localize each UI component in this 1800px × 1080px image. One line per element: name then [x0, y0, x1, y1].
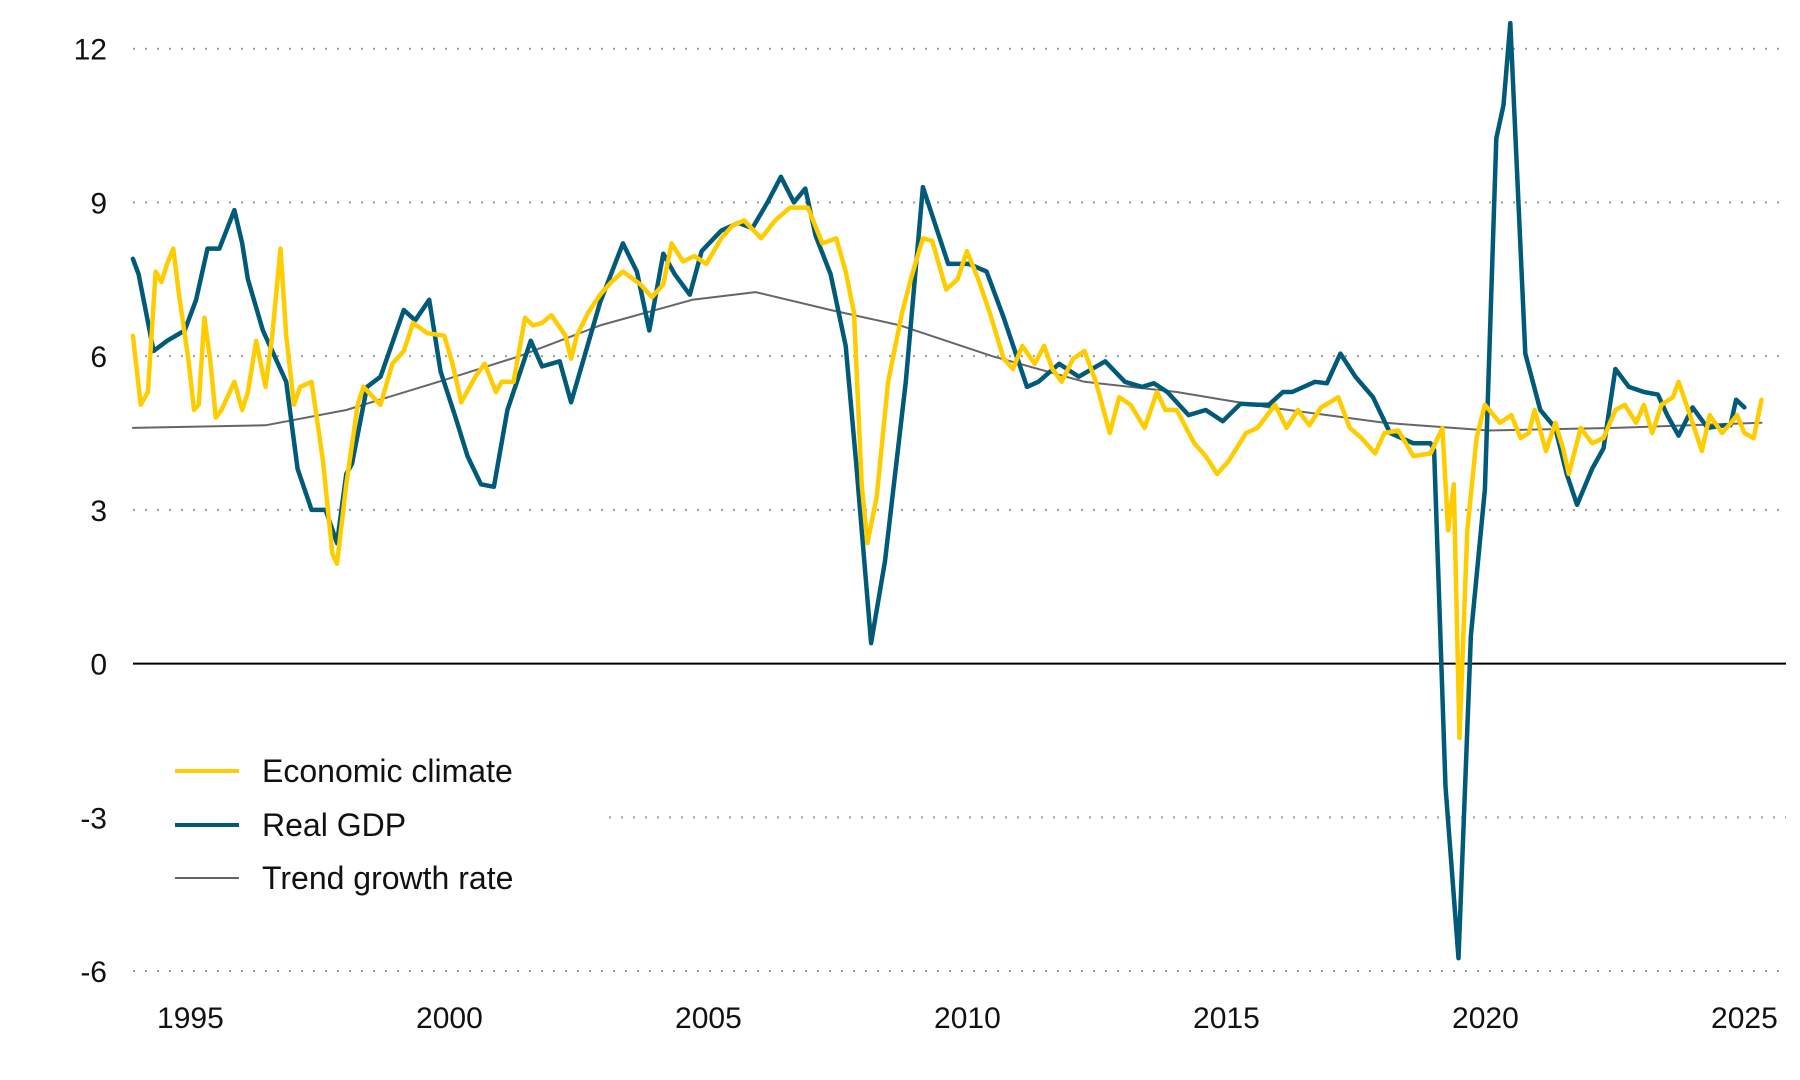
- x-tick-label: 2020: [1452, 1002, 1519, 1035]
- y-tick-label: 3: [90, 495, 107, 528]
- y-tick-label: 6: [90, 341, 107, 374]
- series-line-economic-climate: [130, 205, 1764, 741]
- y-axis-ticks: 12 9 6 3 0 -3 -6: [74, 34, 107, 989]
- legend-label-economic-climate: Economic climate: [262, 753, 513, 789]
- x-tick-label: 2025: [1711, 1002, 1778, 1035]
- series-lines: [130, 20, 1764, 961]
- y-tick-label: 0: [90, 649, 107, 682]
- gridlines: [133, 47, 1786, 973]
- y-tick-label: -6: [80, 956, 107, 989]
- legend-label-trend-growth-rate: Trend growth rate: [262, 860, 513, 896]
- x-tick-label: 2005: [675, 1002, 742, 1035]
- y-tick-label: 9: [90, 187, 107, 220]
- y-tick-label: -3: [80, 802, 107, 835]
- x-tick-label: 2000: [416, 1002, 483, 1035]
- y-tick-label: 12: [74, 34, 107, 67]
- legend: Economic climate Real GDP Trend growth r…: [175, 753, 513, 896]
- series-line-trend-growth-rate: [131, 291, 1763, 432]
- x-tick-label: 1995: [157, 1002, 224, 1035]
- legend-label-real-gdp: Real GDP: [262, 807, 406, 843]
- x-tick-label: 2010: [934, 1002, 1001, 1035]
- x-axis-ticks: 1995 2000 2005 2010 2015 2020 2025: [157, 1002, 1778, 1035]
- series-line-real-gdp: [130, 20, 1747, 961]
- x-tick-label: 2015: [1193, 1002, 1260, 1035]
